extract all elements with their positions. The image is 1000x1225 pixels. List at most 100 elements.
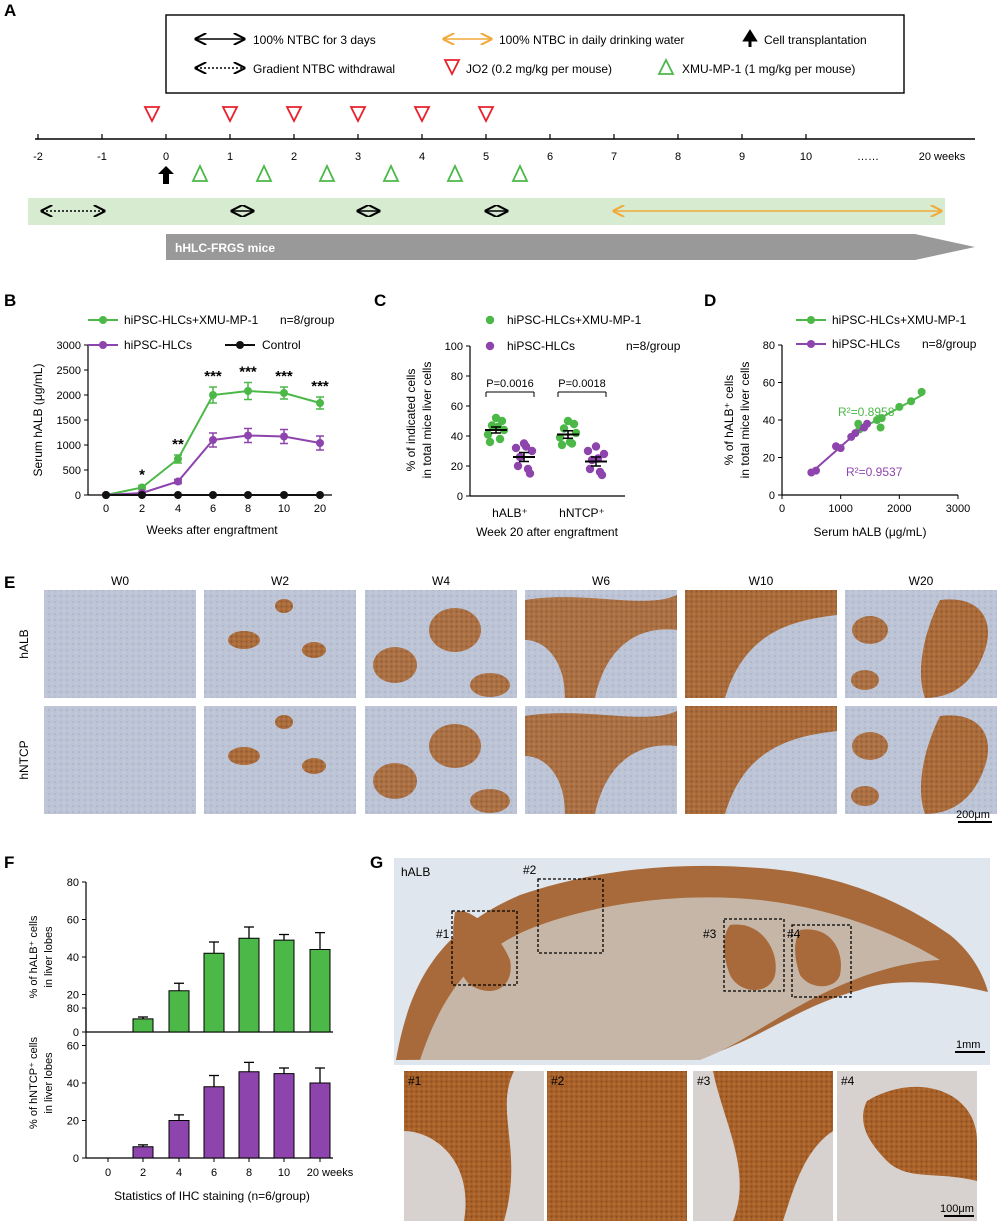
stain-patch (852, 616, 888, 644)
stain-patch (302, 642, 326, 658)
legend-xmu: XMU-MP-1 (1 mg/kg per mouse) (682, 62, 855, 76)
xmu-triangle-icon (657, 57, 675, 75)
row-label: hALB (17, 629, 31, 658)
y-axis-label: in liver lobes (43, 1052, 55, 1114)
data-point (585, 464, 595, 474)
data-point (557, 440, 567, 450)
data-point (876, 423, 885, 432)
data-point (485, 437, 495, 447)
panel-f-bottom-chart: 0 20 40 60 80 0 2 4 6 8 10 20 weeks % of hNTCP⁺ cell… (28, 1003, 354, 1203)
stain-patch (525, 595, 677, 698)
data-point (497, 416, 507, 426)
data-point (917, 387, 926, 396)
stain-patch (228, 747, 260, 765)
y-tick-label: 500 (63, 465, 81, 477)
bar (273, 1073, 295, 1159)
column-label: W0 (111, 574, 129, 588)
p-value: P=0.0016 (486, 378, 533, 390)
y-tick-label: 0 (457, 491, 463, 503)
legend-box (165, 14, 905, 94)
bar (203, 1086, 225, 1159)
data-point (316, 439, 324, 447)
y-tick-label: 1000 (57, 440, 81, 452)
timeline-ticks: -2 -1 0 1 2 3 4 5 6 7 8 9 10 …… 20 weeks (33, 134, 966, 163)
data-point (316, 491, 324, 499)
legend-ntbc3: 100% NTBC for 3 days (253, 33, 376, 47)
x-tick-label: 2000 (887, 503, 911, 515)
data-point (209, 436, 217, 444)
bar (309, 1082, 331, 1159)
y-tick-label: 0 (73, 1153, 79, 1165)
stain-patch (373, 763, 417, 799)
significance-mark: *** (275, 368, 293, 385)
y-axis-label: % of hALB⁺ cells (722, 375, 736, 465)
legend-label: hiPSC-HLCs+XMU-MP-1 (507, 313, 642, 327)
y-tick-label: 2500 (57, 365, 81, 377)
data-point (280, 389, 288, 397)
micrograph (44, 706, 196, 814)
stain-patch (275, 715, 293, 729)
zoom-panel-label: #4 (841, 1074, 855, 1088)
y-tick-label: 40 (67, 1078, 79, 1090)
x-tick-label: 6 (210, 503, 216, 515)
jo2-triangle-icon (443, 59, 461, 77)
r2-label: R²=0.9537 (846, 465, 903, 479)
data-point (569, 419, 579, 429)
x-tick-label: 4 (175, 503, 181, 515)
timeline-tick-label: 9 (739, 151, 745, 163)
significance-mark: * (139, 467, 145, 484)
data-point (280, 491, 288, 499)
panel-label-b: B (4, 291, 16, 310)
data-point (527, 446, 537, 456)
timeline-tick-label: 10 (800, 151, 812, 163)
data-point (591, 442, 601, 451)
y-tick-label: 60 (763, 378, 775, 390)
y-axis-label: Serum hALB (μg/mL) (31, 364, 45, 477)
data-point (571, 428, 581, 438)
timeline-tick-label: 20 weeks (919, 151, 966, 163)
legend-daily: 100% NTBC in daily drinking water (499, 33, 684, 47)
scalebar-label: 200μm (956, 809, 990, 821)
zoom-box-2 (537, 878, 604, 954)
y-tick-label: 80 (763, 340, 775, 352)
y-tick-label: 20 (763, 453, 775, 465)
micrograph (44, 590, 196, 698)
panel-label-c: C (374, 291, 386, 310)
data-point (525, 469, 535, 478)
y-axis-label: in total mice liver cells (420, 362, 434, 479)
x-tick-label: 0 (105, 1167, 111, 1179)
tissue-patch-1 (453, 910, 511, 991)
data-point (513, 461, 523, 471)
jo2-triangle-icon (349, 106, 367, 124)
data-point (174, 491, 182, 499)
zoom-panels: #1 #2 #3 #4 (404, 1071, 977, 1221)
x-axis-label: Weeks after engraftment (146, 523, 278, 537)
legend-label: hiPSC-HLCs+XMU-MP-1 (832, 313, 967, 327)
data-point (316, 399, 324, 407)
column-label: W6 (592, 574, 610, 588)
stain-patch (429, 608, 481, 652)
y-axis-label: in liver lobes (43, 926, 55, 988)
jo2-triangle-icon (221, 106, 239, 124)
zoom-label-2: #2 (523, 863, 537, 877)
stain-patch (228, 631, 260, 649)
bar (168, 990, 190, 1033)
x-axis-label: Serum hALB (μg/mL) (814, 525, 927, 539)
legend-marker (485, 315, 495, 325)
n-label: n=8/group (922, 337, 977, 351)
data-point (907, 397, 916, 406)
xmu-triangle-icon (255, 163, 273, 182)
x-tick-label: 10 (278, 1167, 290, 1179)
x-axis-label: Week 20 after engraftment (476, 525, 619, 539)
data-point (521, 442, 531, 451)
data-point (174, 455, 182, 463)
zoom-panel-label: #1 (408, 1074, 422, 1088)
timeline-tick-label: 3 (355, 151, 361, 163)
y-axis-label: % of indicated cells (404, 369, 418, 472)
zoom-label-1: #1 (436, 927, 450, 941)
data-point (565, 437, 575, 447)
y-tick-label: 0 (73, 1027, 79, 1039)
y-tick-label: 40 (763, 415, 775, 427)
legend-label: hiPSC-HLCs (832, 337, 900, 351)
jo2-triangle-icon (477, 106, 495, 124)
